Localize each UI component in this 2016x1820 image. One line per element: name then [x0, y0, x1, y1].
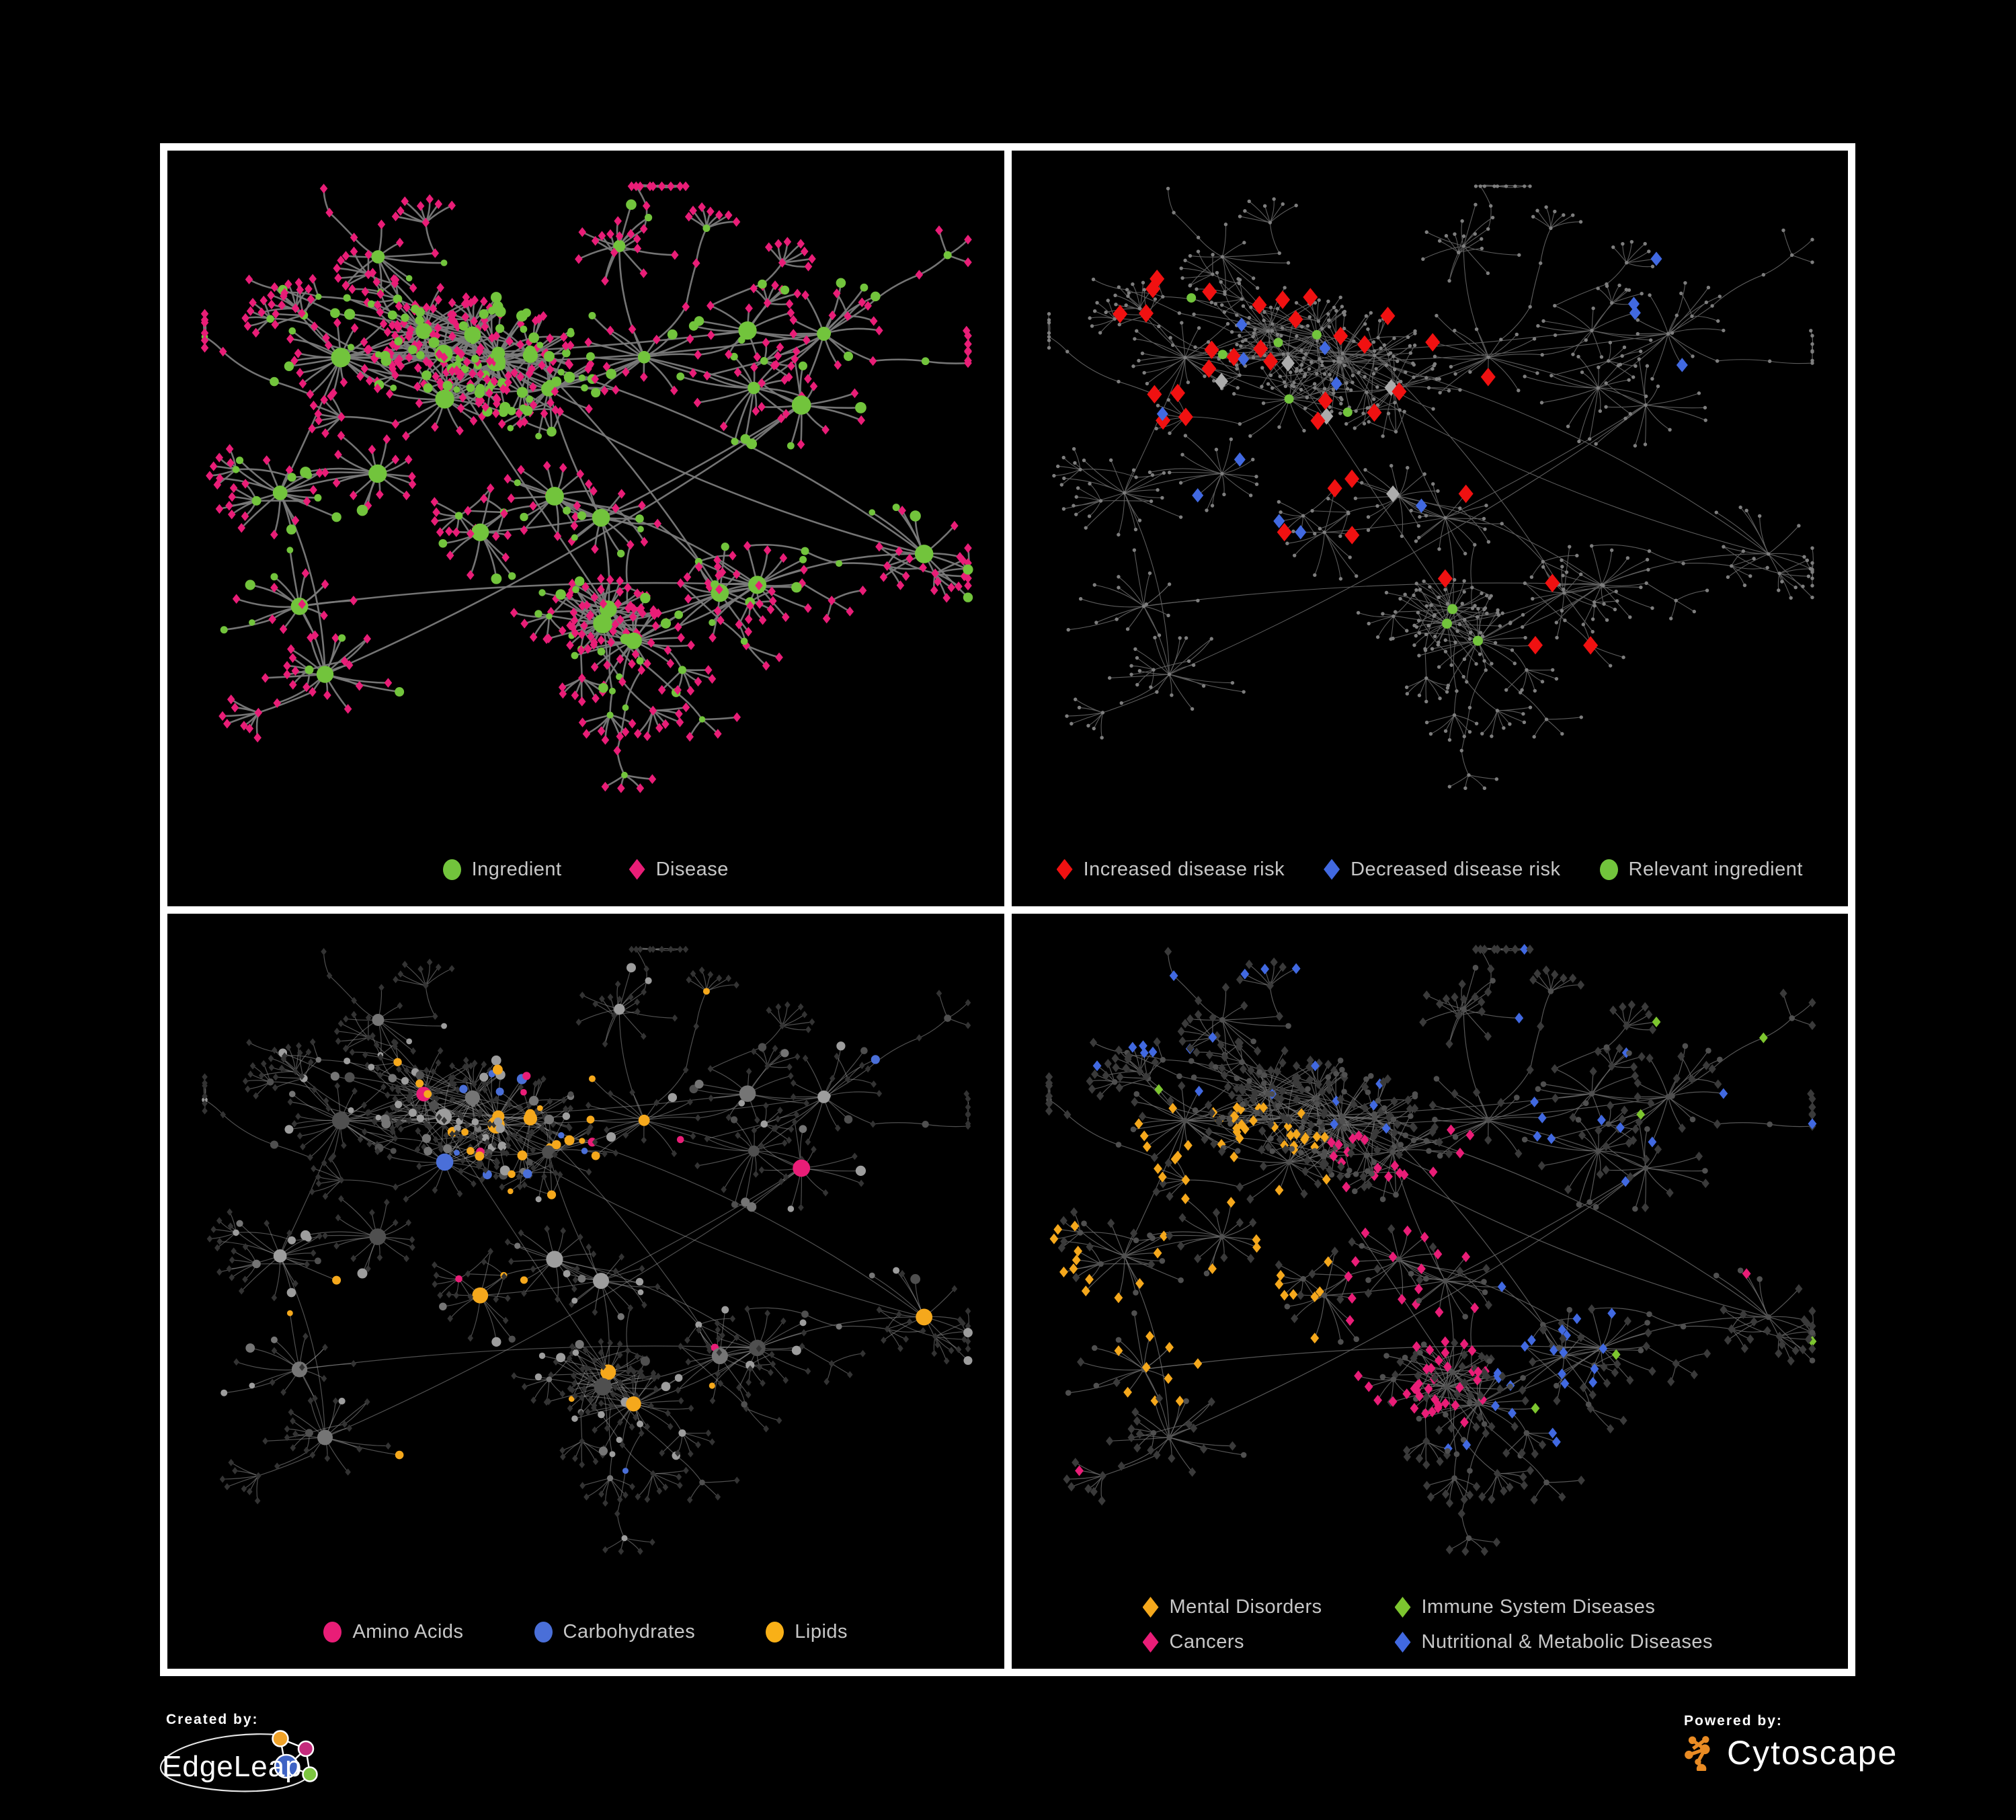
legend-item: Disease	[629, 859, 729, 881]
legend-item: Increased disease risk	[1056, 858, 1285, 881]
legend-label: Nutritional & Metabolic Diseases	[1421, 1631, 1713, 1653]
legend-diamond-icon	[1142, 1597, 1159, 1618]
legend-label: Cancers	[1169, 1631, 1244, 1653]
legend-diamond-icon	[1056, 859, 1073, 880]
network-disease-risk	[1047, 184, 1814, 791]
legend-item: Amino Acids	[323, 1621, 463, 1643]
legend-item: Ingredient	[442, 858, 562, 881]
legend-item: Cancers	[1142, 1631, 1245, 1653]
created-by-block: Created by: EdgeLeap	[157, 1712, 325, 1803]
legend-label: Immune System Diseases	[1421, 1596, 1656, 1618]
legend-item: Relevant ingredient	[1599, 858, 1803, 881]
legend-label: Amino Acids	[352, 1621, 464, 1643]
legend-diamond-icon	[1142, 1632, 1159, 1653]
legend-disease-category: Mental Disorders Immune System Diseases Ca…	[1142, 1596, 1713, 1653]
edgeleap-logo: EdgeLeap	[159, 1730, 318, 1792]
powered-by-block: Powered by: Cytoscape	[1684, 1713, 1898, 1772]
cytoscape-wordmark: Cytoscape	[1727, 1734, 1898, 1772]
network-ingredient-class	[202, 945, 973, 1555]
network-disease-category	[1045, 943, 1816, 1556]
legend-circle-icon	[442, 859, 461, 880]
legend-item: Mental Disorders	[1142, 1596, 1322, 1618]
legend-ingredient-class: Amino Acids Carbohydrates Lipids	[167, 1621, 1004, 1643]
legend-disease-risk: Increased disease risk Decreased disease …	[1012, 859, 1849, 881]
edgeleap-node-blue-icon	[274, 1753, 299, 1779]
panel-disease-category: Mental Disorders Immune System Diseases Ca…	[1011, 913, 1848, 1669]
edgeleap-wordmark: EdgeLeap	[162, 1750, 303, 1783]
cytoscape-logo-icon	[1685, 1736, 1710, 1771]
panel-ingredient-class: Amino Acids Carbohydrates Lipids	[167, 913, 1004, 1669]
created-by-label: Created by:	[166, 1712, 259, 1727]
legend-label: Ingredient	[471, 858, 562, 880]
legend-diamond-icon	[1394, 1632, 1411, 1653]
legend-item: Decreased disease risk	[1324, 859, 1560, 881]
cytoscape-nodes-icon	[1685, 1736, 1710, 1771]
legend-item: Immune System Diseases	[1394, 1596, 1656, 1618]
panel-disease-risk: Increased disease risk Decreased disease …	[1011, 151, 1849, 906]
panel-ingredient-disease: Ingredient Disease	[167, 151, 1004, 906]
edgeleap-node-green-icon	[302, 1766, 318, 1782]
edgeleap-swoosh-icon	[159, 1733, 311, 1792]
edgeleap-node-orange-icon	[272, 1730, 289, 1747]
edgeleap-node-magenta-icon	[297, 1740, 315, 1757]
legend-diamond-icon	[1394, 1597, 1411, 1618]
network-ingredient-disease	[200, 181, 973, 793]
legend-label: Increased disease risk	[1083, 858, 1285, 880]
legend-circle-icon	[323, 1622, 342, 1643]
legend-item: Lipids	[766, 1621, 848, 1643]
legend-label: Decreased disease risk	[1350, 858, 1561, 880]
legend-ingredient-disease: Ingredient Disease	[167, 859, 1004, 881]
legend-circle-icon	[766, 1622, 784, 1643]
legend-circle-icon	[534, 1622, 553, 1643]
legend-label: Carbohydrates	[563, 1621, 696, 1643]
legend-label: Relevant ingredient	[1628, 858, 1803, 880]
legend-diamond-icon	[629, 859, 645, 880]
legend-item: Carbohydrates	[534, 1621, 696, 1643]
legend-diamond-icon	[1324, 859, 1340, 880]
legend-label: Mental Disorders	[1169, 1596, 1322, 1618]
legend-label: Lipids	[795, 1621, 848, 1643]
legend-circle-icon	[1599, 859, 1618, 880]
legend-label: Disease	[655, 858, 729, 880]
legend-item: Nutritional & Metabolic Diseases	[1394, 1631, 1713, 1653]
panel-grid: Ingredient Disease Increased disease risk…	[160, 143, 1855, 1676]
powered-by-label: Powered by:	[1684, 1713, 1783, 1729]
